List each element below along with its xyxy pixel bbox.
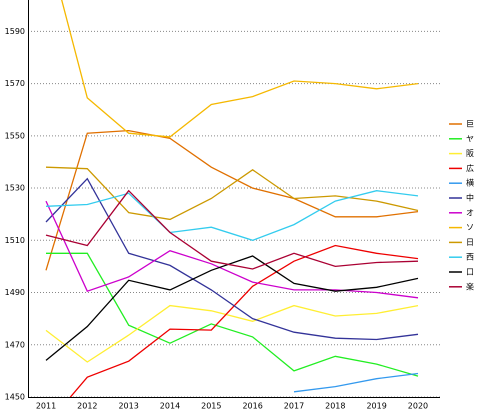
x-tick-label: 2015 <box>201 402 221 411</box>
legend-label: 横 <box>466 178 474 188</box>
y-tick-label: 1450 <box>5 393 25 402</box>
series-line <box>293 372 419 393</box>
series-line <box>45 255 419 361</box>
series-line <box>45 190 419 241</box>
legend-label: ソ <box>466 223 474 232</box>
legend-label: 巨 <box>466 120 474 129</box>
legend-label: 広 <box>466 163 474 173</box>
y-tick-label: 1530 <box>5 184 25 193</box>
legend-label: オ <box>466 208 474 217</box>
series-line <box>45 189 419 270</box>
x-tick-label: 2014 <box>160 402 180 411</box>
series-line <box>45 177 419 341</box>
x-tick-label: 2020 <box>408 402 428 411</box>
x-tick-label: 2016 <box>242 402 262 411</box>
series-line <box>45 200 419 299</box>
legend-label: 西 <box>466 253 474 262</box>
plot-area <box>45 0 419 397</box>
grid <box>28 30 440 398</box>
y-tick-label: 1510 <box>5 236 25 245</box>
series-line <box>45 129 419 271</box>
x-tick-label: 2012 <box>77 402 97 411</box>
legend-label: ヤ <box>466 134 474 143</box>
y-tick-label: 1470 <box>5 340 25 349</box>
series-line <box>61 0 419 138</box>
series-line <box>45 166 419 221</box>
x-tick-label: 2018 <box>325 402 345 411</box>
series-line <box>45 304 419 363</box>
series-line <box>46 252 419 377</box>
legend-label: 日 <box>466 238 474 247</box>
x-tick-label: 2013 <box>118 402 138 411</box>
series-line <box>69 244 419 397</box>
x-tick-label: 2019 <box>366 402 386 411</box>
y-tick-label: 1490 <box>5 288 25 297</box>
x-tick-label: 2011 <box>36 402 56 411</box>
x-tick-label: 2017 <box>284 402 304 411</box>
legend-label: 中 <box>466 193 474 203</box>
y-tick-label: 1590 <box>5 27 25 36</box>
legend-label: 口 <box>466 268 474 277</box>
legend-label: 楽 <box>466 281 474 291</box>
y-tick-label: 1550 <box>5 131 25 140</box>
legend-label: 阪 <box>466 149 474 158</box>
y-tick-label: 1570 <box>5 79 25 88</box>
